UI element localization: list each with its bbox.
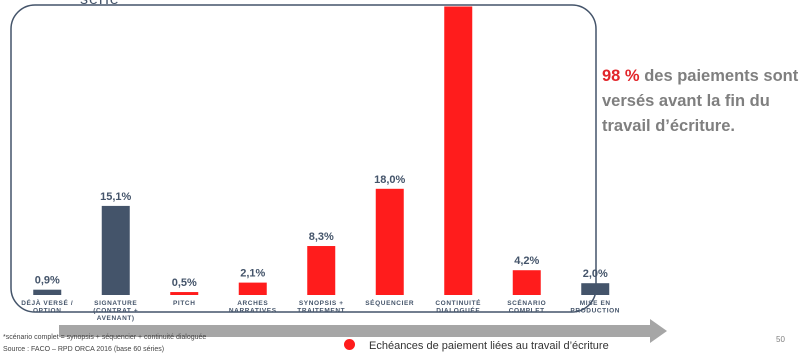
callout-body: des paiements sont versés avant la fin d… bbox=[602, 67, 799, 135]
bar-3 bbox=[238, 282, 267, 295]
category-label-3-0: ARCHES bbox=[237, 300, 268, 307]
value-label-8: 2,0% bbox=[583, 268, 608, 280]
callout-text: 98 % des paiements sont versés avant la … bbox=[602, 64, 800, 139]
category-label-1-1: (CONTRAT + bbox=[93, 308, 138, 315]
bar-6 bbox=[444, 6, 473, 296]
value-label-1: 15,1% bbox=[100, 191, 131, 203]
value-label-7: 4,2% bbox=[514, 255, 539, 267]
bar-5 bbox=[375, 188, 404, 295]
category-label-3-1: NARRATIVES bbox=[229, 308, 277, 315]
category-label-0-0: DÉJÀ VERSÉ / bbox=[21, 298, 73, 307]
bar-8 bbox=[581, 283, 610, 295]
bar-4 bbox=[307, 246, 336, 295]
value-label-3: 2,1% bbox=[240, 268, 265, 280]
category-label-7-1: COMPLET bbox=[509, 308, 545, 315]
writing-phase-frame bbox=[10, 4, 597, 313]
value-label-0: 0,9% bbox=[35, 275, 60, 287]
legend: Echéances de paiement liées au travail d… bbox=[344, 339, 609, 352]
category-label-6-1: DIALOGUÉE bbox=[436, 306, 480, 315]
category-label-6-0: CONTINUITÉ bbox=[435, 298, 481, 307]
value-label-4: 8,3% bbox=[309, 231, 334, 243]
legend-label: Echéances de paiement liées au travail d… bbox=[369, 340, 609, 352]
category-label-8-1: PRODUCTION bbox=[570, 308, 620, 315]
bar-0 bbox=[33, 289, 62, 295]
category-label-1-2: AVENANT) bbox=[97, 315, 135, 322]
source-note: Source : FACO – RPD ORCA 2016 (base 60 s… bbox=[3, 346, 165, 353]
value-label-5: 18,0% bbox=[374, 174, 405, 186]
category-label-0-1: OPTION bbox=[33, 308, 62, 315]
category-label-4-1: TRAITEMENT bbox=[297, 308, 345, 315]
category-label-4-0: SYNOPSIS + bbox=[299, 300, 344, 307]
bar-7 bbox=[512, 270, 541, 295]
category-label-5-0: SÉQUENCIER bbox=[365, 298, 414, 307]
category-label-7-0: SCÉNARIO bbox=[507, 298, 546, 307]
page-number: 50 bbox=[776, 335, 785, 344]
category-label-2-0: PITCH bbox=[173, 300, 196, 307]
header-fragment: série bbox=[80, 0, 120, 9]
timeline-arrow bbox=[59, 319, 667, 343]
footnote: *scénario complet = synopsis + séquencie… bbox=[3, 334, 207, 341]
legend-dot-icon bbox=[344, 339, 355, 350]
category-label-1-0: SIGNATURE bbox=[94, 300, 137, 307]
callout-highlight: 98 % bbox=[602, 67, 640, 85]
bar-2 bbox=[170, 292, 199, 295]
category-label-8-0: MISE EN bbox=[580, 300, 611, 307]
value-label-2: 0,5% bbox=[172, 277, 197, 289]
bar-1 bbox=[101, 205, 130, 295]
